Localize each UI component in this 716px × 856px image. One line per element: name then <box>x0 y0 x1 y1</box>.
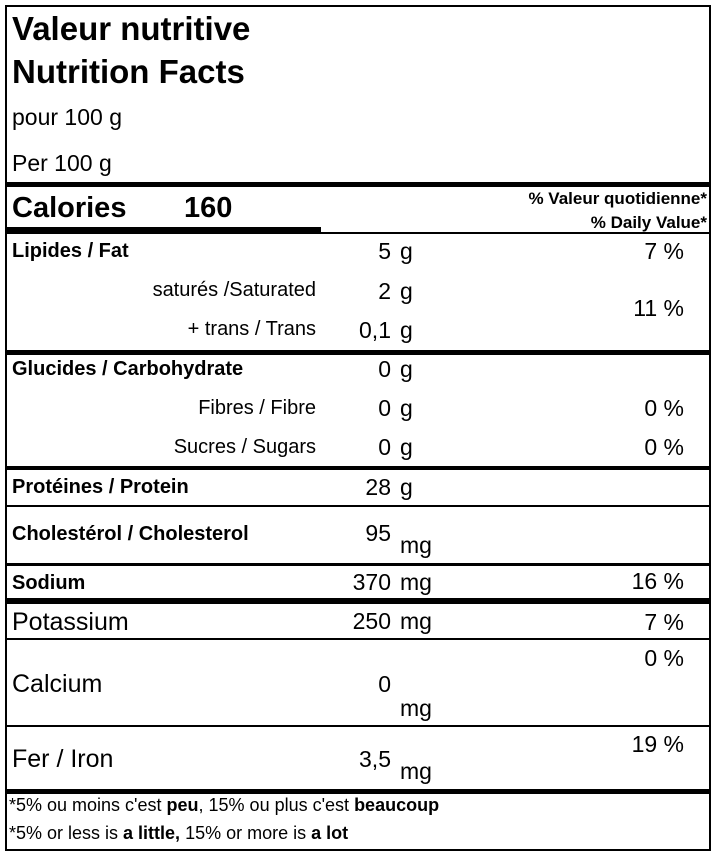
trans-unit: g <box>400 317 413 343</box>
calcium-divider <box>7 725 709 727</box>
sugars-daily-value: 0 % <box>644 434 684 460</box>
sugars-amount: 0 <box>378 434 391 460</box>
footnote-en-text-2: 15% or more is <box>180 823 312 843</box>
saturated-trans-daily-value: 11 % <box>633 295 684 321</box>
footnote-fr-text: *5% ou moins c'est <box>9 795 167 815</box>
sugars-unit: g <box>400 434 413 460</box>
calcium-daily-value: 0 % <box>644 645 684 671</box>
thick-divider <box>7 182 709 187</box>
saturated-unit: g <box>400 278 413 304</box>
footnote-divider <box>7 789 709 794</box>
potassium-label: Potassium <box>12 608 129 636</box>
calcium-label: Calcium <box>12 670 103 698</box>
nutrition-facts-panel <box>5 5 711 851</box>
cholesterol-label: Cholestérol / Cholesterol <box>12 523 249 545</box>
calories-value: 160 <box>184 192 233 224</box>
fat-amount: 5 <box>378 238 391 264</box>
iron-daily-value: 19 % <box>631 731 684 757</box>
sodium-unit: mg <box>400 569 432 595</box>
fibre-amount: 0 <box>378 395 391 421</box>
protein-unit: g <box>400 474 413 500</box>
potassium-unit: mg <box>400 608 432 634</box>
carbohydrate-section-divider <box>7 466 709 470</box>
divider <box>7 232 709 234</box>
cholesterol-divider <box>7 563 709 566</box>
fibre-unit: g <box>400 395 413 421</box>
calcium-amount: 0 <box>378 671 391 697</box>
footnote-en-low: a little, <box>123 823 181 843</box>
iron-label: Fer / Iron <box>12 745 114 773</box>
fat-unit: g <box>400 238 413 264</box>
calories-label: Calories <box>12 192 127 224</box>
carbohydrate-label: Glucides / Carbohydrate <box>12 358 244 380</box>
sodium-label: Sodium <box>12 572 86 594</box>
protein-amount: 28 <box>365 474 391 500</box>
cholesterol-amount: 95 <box>365 520 391 546</box>
daily-value-header-fr: % Valeur quotidienne* <box>528 189 707 208</box>
title-en: Nutrition Facts <box>12 53 245 90</box>
protein-divider <box>7 505 709 507</box>
footnote-en: *5% or less is a little, 15% or more is … <box>9 824 348 842</box>
title-fr: Valeur nutritive <box>12 10 251 47</box>
calcium-unit: mg <box>400 695 432 721</box>
saturated-label: saturés /Saturated <box>152 279 316 301</box>
footnote-en-text: *5% or less is <box>9 823 124 843</box>
potassium-divider <box>7 638 709 640</box>
sodium-amount: 370 <box>352 569 391 595</box>
fat-label: Lipides / Fat <box>12 240 129 262</box>
saturated-amount: 2 <box>378 278 391 304</box>
protein-label: Protéines / Protein <box>12 476 189 498</box>
calories-underline <box>7 227 321 232</box>
footnote-en-high: a lot <box>311 823 349 843</box>
fat-section-divider <box>7 350 709 355</box>
footnote-fr: *5% ou moins c'est peu, 15% ou plus c'es… <box>9 796 439 814</box>
sodium-thick-divider <box>7 598 709 604</box>
potassium-amount: 250 <box>352 608 391 634</box>
sodium-daily-value: 16 % <box>631 568 684 594</box>
carbohydrate-amount: 0 <box>378 356 391 382</box>
serving-size-en: Per 100 g <box>12 150 112 176</box>
carbohydrate-unit: g <box>400 356 413 382</box>
serving-size-fr: pour 100 g <box>12 104 122 130</box>
fibre-daily-value: 0 % <box>644 395 684 421</box>
sugars-label: Sucres / Sugars <box>173 436 316 458</box>
iron-unit: mg <box>400 758 432 784</box>
fibre-label: Fibres / Fibre <box>198 397 316 419</box>
iron-amount: 3,5 <box>359 746 391 772</box>
daily-value-header-en: % Daily Value* <box>590 213 707 232</box>
trans-label: + trans / Trans <box>187 318 316 340</box>
footnote-fr-text-2: , 15% ou plus c'est <box>198 795 355 815</box>
cholesterol-unit: mg <box>400 532 432 558</box>
footnote-fr-low: peu <box>166 795 199 815</box>
trans-amount: 0,1 <box>359 317 391 343</box>
fat-daily-value: 7 % <box>644 238 684 264</box>
footnote-fr-high: beaucoup <box>354 795 440 815</box>
potassium-daily-value: 7 % <box>644 609 684 635</box>
